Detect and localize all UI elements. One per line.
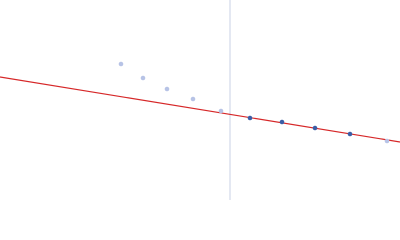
data-point <box>118 61 124 67</box>
data-point <box>140 75 146 81</box>
data-point <box>312 125 318 131</box>
data-point <box>218 108 224 114</box>
page: {"chart_data": { "type": "scatter", "xli… <box>0 0 400 200</box>
chart <box>0 0 400 200</box>
data-point <box>247 115 253 121</box>
data-point <box>384 138 390 144</box>
fit-line <box>0 76 400 143</box>
data-point <box>279 119 285 125</box>
data-point <box>347 131 353 137</box>
data-point <box>190 96 196 102</box>
data-point <box>164 86 170 92</box>
